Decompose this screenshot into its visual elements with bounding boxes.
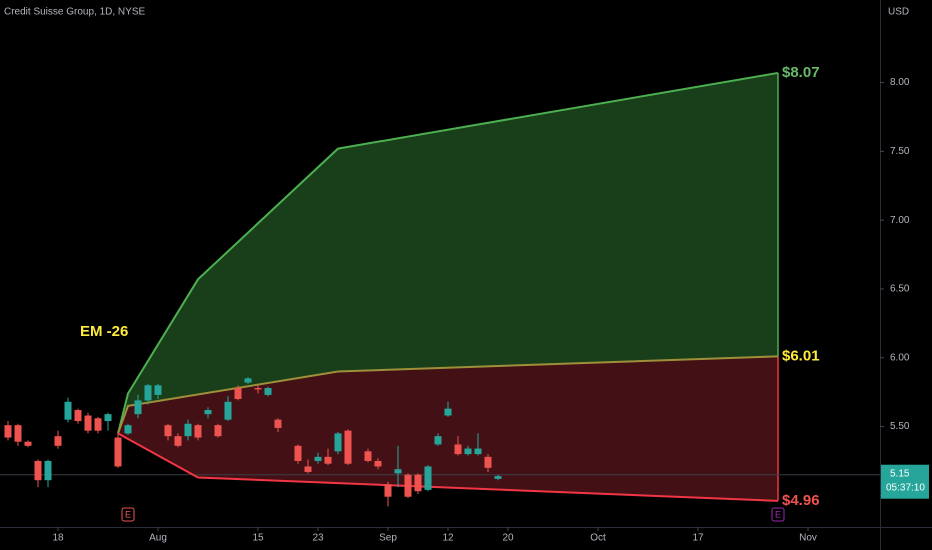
event-marker: [121, 507, 135, 522]
candle-body: [164, 425, 172, 437]
candle-body: [244, 378, 252, 383]
candle-body: [234, 388, 242, 400]
x-tick-label: Nov: [799, 533, 817, 544]
x-tick-label: 12: [442, 533, 454, 544]
projection-label: $8.07: [782, 64, 820, 81]
x-tick-label: 23: [312, 533, 324, 544]
candle-body: [304, 466, 312, 472]
candle-body: [464, 448, 472, 455]
x-tick-label: 15: [252, 533, 264, 544]
x-tick-label: Aug: [149, 533, 167, 544]
x-tick-label: Sep: [379, 533, 397, 544]
candle-body: [224, 401, 232, 420]
projection-zone: [118, 72, 778, 434]
last-price-badge: [881, 464, 929, 499]
x-tick-label: 18: [52, 533, 64, 544]
candle-body: [154, 385, 162, 395]
y-tick-label: 6.50: [890, 284, 910, 295]
candle-body: [384, 484, 392, 497]
candle-body: [474, 448, 482, 455]
projection-line: [117, 71, 779, 434]
last-price-label: 5.15: [890, 468, 910, 479]
candle-body: [84, 415, 92, 431]
projection-zone: [118, 356, 778, 501]
candle-body: [44, 460, 52, 481]
candle-body: [204, 410, 212, 415]
candle-body: [434, 436, 442, 445]
candle-body: [24, 441, 32, 446]
candle-body: [414, 474, 422, 492]
candle-body: [124, 425, 132, 434]
candle-body: [194, 425, 202, 438]
currency: USD: [888, 7, 909, 18]
annotation: EM -26: [80, 323, 128, 340]
candle-body: [174, 436, 182, 446]
candle-body: [324, 456, 332, 464]
event-marker: [771, 507, 785, 522]
candle-body: [14, 425, 22, 442]
candle-body: [454, 444, 462, 455]
projection-label: $4.96: [782, 492, 820, 509]
symbol-header[interactable]: Credit Suisse Group, 1D, NYSE: [4, 7, 145, 18]
candle-body: [4, 425, 12, 438]
candle-body: [254, 388, 262, 390]
candle-body: [64, 401, 72, 420]
candle-body: [274, 419, 282, 428]
y-tick-label: 7.50: [890, 146, 910, 157]
x-tick-label: Oct: [590, 533, 606, 544]
x-tick-label: 20: [502, 533, 514, 544]
candle-body: [54, 436, 62, 446]
candle-body: [94, 418, 102, 431]
candle-body: [334, 433, 342, 452]
y-tick-label: 5.50: [890, 421, 910, 432]
candle-body: [424, 466, 432, 490]
candle-body: [394, 469, 402, 474]
candle-body: [494, 476, 502, 479]
projection-line: [117, 432, 779, 502]
event-label[interactable]: E: [775, 509, 781, 519]
candle-body: [294, 445, 302, 461]
candle-body: [134, 400, 142, 415]
y-tick-label: 6.00: [890, 352, 910, 363]
candle-body: [344, 430, 352, 464]
candle-body: [444, 408, 452, 416]
candle-body: [104, 414, 112, 422]
candle-body: [314, 456, 322, 461]
event-label[interactable]: E: [125, 509, 131, 519]
countdown: 05:37:10: [886, 482, 925, 493]
projection-label: $6.01: [782, 347, 820, 364]
candle-body: [184, 423, 192, 437]
candle-body: [74, 410, 82, 422]
x-tick-label: 17: [692, 533, 704, 544]
candle-body: [364, 451, 372, 461]
candle-body: [214, 425, 222, 437]
candle-body: [404, 474, 412, 497]
candle-body: [114, 437, 122, 467]
candle-body: [34, 460, 42, 481]
y-tick-label: 8.00: [890, 77, 910, 88]
candle-body: [484, 456, 492, 468]
y-tick-label: 7.00: [890, 215, 910, 226]
projection-line: [117, 355, 779, 434]
candle-body: [144, 385, 152, 401]
candle-body: [264, 388, 272, 395]
candle-body: [374, 460, 382, 467]
